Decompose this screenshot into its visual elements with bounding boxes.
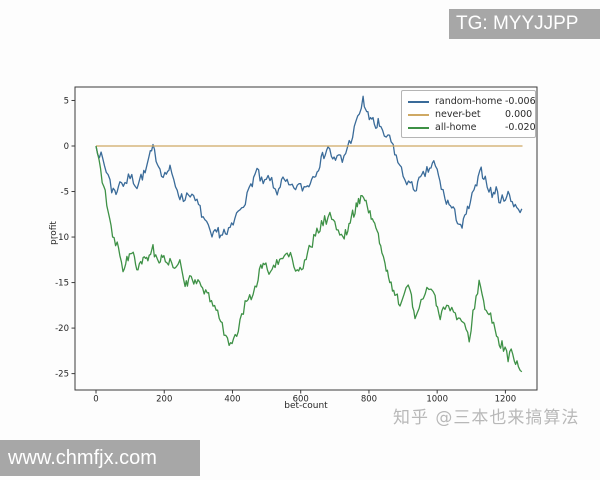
legend-entry-all-home: all-home -0.020 — [408, 121, 536, 134]
y-axis-label: profit — [49, 221, 59, 245]
y-axis-tick-label: -15 — [55, 279, 69, 289]
y-axis-tick-label: -5 — [61, 188, 69, 198]
plot-spines — [74, 86, 538, 391]
legend-series-value: 0.000 — [505, 109, 533, 120]
legend: random-home -0.006 never-bet 0.000 all-home -… — [401, 90, 536, 138]
legend-series-name: random-home — [435, 96, 503, 107]
x-axis-tick-label: 600 — [293, 395, 309, 405]
tg-watermark-badge: TG: MYYJJPP — [449, 9, 600, 39]
y-axis-tick-label: -20 — [55, 324, 69, 334]
x-axis-tick-label: 0 — [93, 395, 98, 405]
legend-entry-random-home: random-home -0.006 — [408, 95, 536, 108]
y-axis-tick-label: -25 — [55, 370, 69, 380]
zhihu-watermark: 知乎 @三本也来搞算法 — [393, 408, 580, 428]
x-axis-tick-label: 400 — [224, 395, 240, 405]
y-axis-tick-label: 0 — [64, 142, 69, 152]
series-line-all-home — [95, 145, 523, 373]
series-line-random-home — [95, 95, 523, 239]
legend-entry-never-bet: never-bet 0.000 — [408, 108, 535, 121]
y-axis-tick-label: 5 — [64, 96, 69, 106]
x-axis-tick-label: 200 — [156, 395, 172, 405]
legend-series-value: -0.006 — [505, 96, 536, 107]
x-axis-tick-label: 1200 — [495, 395, 517, 405]
legend-line-swatch — [408, 100, 429, 103]
legend-series-value: -0.020 — [505, 122, 536, 133]
legend-line-swatch — [408, 113, 429, 116]
legend-series-name: all-home — [435, 122, 477, 133]
legend-line-swatch — [408, 126, 429, 129]
x-axis-tick-label: 1000 — [426, 395, 448, 405]
y-axis-tick-label: -10 — [55, 233, 69, 243]
site-watermark-badge: www.chmfjx.com — [0, 440, 200, 476]
legend-series-name: never-bet — [435, 109, 481, 120]
x-axis-tick-label: 800 — [361, 395, 377, 405]
x-axis-label: bet-count — [284, 401, 328, 411]
